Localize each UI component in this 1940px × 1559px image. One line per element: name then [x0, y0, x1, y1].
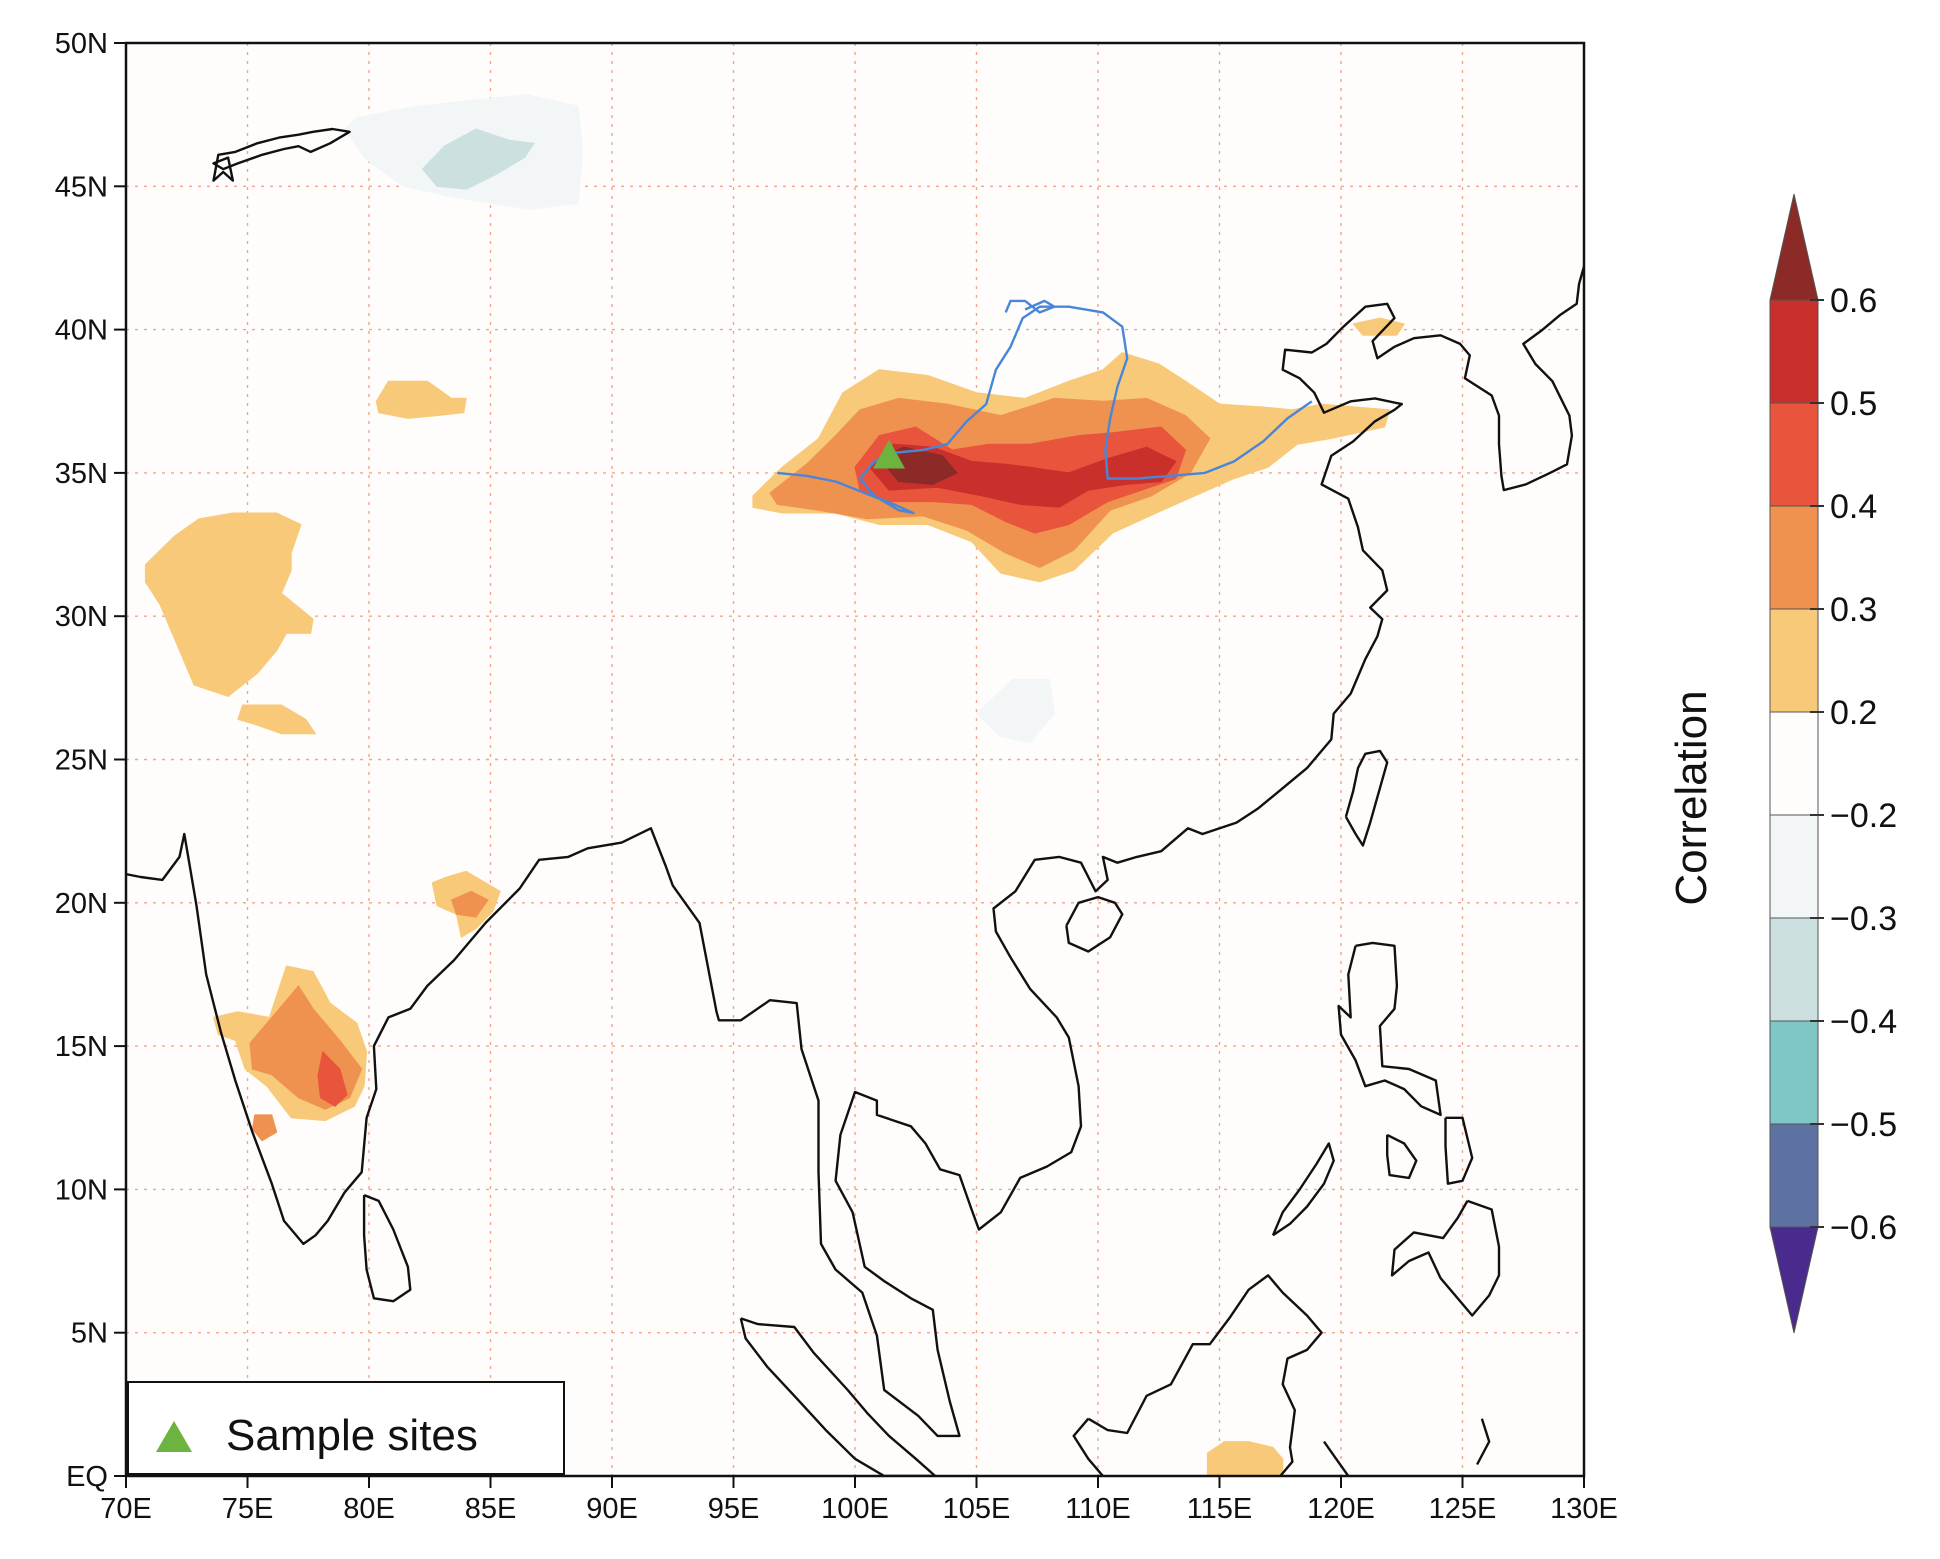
coastline [126, 266, 1584, 1438]
x-tick-label: 90E [586, 1493, 638, 1525]
region-karakoram [375, 380, 467, 419]
region-south-india [317, 1050, 348, 1107]
colorbar-label: −0.6 [1830, 1209, 1897, 1247]
coastline [739, 1317, 937, 1476]
coastline [1385, 1133, 1418, 1180]
coastline [1072, 1417, 1104, 1476]
colorbar-bin [1769, 1123, 1819, 1228]
colorbar-label: −0.4 [1830, 1003, 1897, 1041]
region-orissa [450, 890, 489, 918]
x-tick-label: 100E [821, 1493, 889, 1525]
gridlines [126, 43, 1584, 1476]
colorbar-label: −0.2 [1830, 797, 1897, 835]
colorbar-title: Correlation [1667, 690, 1716, 905]
coastline [1344, 749, 1389, 847]
region-yellow-river-basin [878, 446, 958, 485]
legend-label: Sample sites [226, 1411, 478, 1460]
colorbar-label: −0.3 [1830, 900, 1897, 938]
colorbar-label: 0.6 [1830, 282, 1877, 320]
region-mongolia [421, 128, 536, 190]
y-tick-label: 25N [55, 745, 108, 777]
coastline [1390, 1199, 1501, 1317]
river-line [777, 305, 1313, 515]
y-tick-label: EQ [66, 1461, 108, 1493]
x-tick-label: 130E [1550, 1493, 1618, 1525]
y-tick-label: 30N [55, 601, 108, 633]
axes: 70E 75E 80E 85E 90E 95E 100E 105E 110E 115E 120E 12… [55, 28, 1618, 1525]
x-tick-label: 85E [465, 1493, 517, 1525]
colorbar-bin [1769, 402, 1819, 507]
y-tick-label: 20N [55, 888, 108, 920]
river-line [1004, 299, 1056, 314]
x-tick-label: 120E [1307, 1493, 1375, 1525]
y-tick-label: 35N [55, 458, 108, 490]
region-pakistan [237, 704, 317, 735]
colorbar-bin [1769, 608, 1819, 713]
sample-site-triangle-icon [873, 439, 906, 469]
x-tick-label: 125E [1429, 1493, 1497, 1525]
y-tick-label: 50N [55, 28, 108, 60]
colorbar-min-arrow [1769, 1226, 1819, 1334]
colorbar-bin [1769, 711, 1819, 816]
region-south-india [251, 1114, 278, 1142]
region-sichuan [975, 678, 1055, 743]
colorbar-label: 0.4 [1830, 488, 1877, 526]
colorbar-bin [1769, 814, 1819, 919]
colorbar-bin [1769, 505, 1819, 610]
region-borneo [1206, 1441, 1284, 1476]
y-tick-label: 5N [71, 1318, 108, 1350]
x-tick-label: 115E [1187, 1493, 1253, 1525]
coastline [1087, 1274, 1323, 1476]
coastline [1476, 1418, 1491, 1466]
y-tick-label: 10N [55, 1174, 108, 1206]
coastline [362, 1193, 412, 1303]
x-tick-label: 95E [708, 1493, 760, 1525]
x-tick-label: 105E [943, 1493, 1011, 1525]
x-tick-label: 80E [343, 1493, 395, 1525]
colorbar: 0.6 0.5 0.4 0.3 0.2 −0.2 −0.3 −0.4 −0.5 −0.6 [1769, 193, 1897, 1334]
coastline [1337, 941, 1442, 1117]
coastline [1444, 1116, 1474, 1185]
colorbar-label: 0.5 [1830, 385, 1877, 423]
x-tick-label: 70E [100, 1493, 152, 1525]
coastline [212, 127, 351, 182]
legend-triangle-icon [156, 1421, 192, 1452]
x-tick-label: 110E [1065, 1493, 1131, 1525]
coastline [1271, 1142, 1335, 1237]
coastlines [126, 127, 1584, 1476]
y-tick-label: 15N [55, 1031, 108, 1063]
y-tick-label: 45N [55, 171, 108, 203]
colorbar-max-arrow [1769, 193, 1819, 301]
colorbar-label: 0.2 [1830, 694, 1877, 732]
colorbar-label: 0.3 [1830, 591, 1877, 629]
colorbar-bin [1769, 917, 1819, 1022]
yellow-river [777, 299, 1313, 515]
sample-site-markers [873, 439, 906, 469]
x-tick-label: 75E [222, 1493, 274, 1525]
correlation-shading [144, 94, 1406, 1476]
y-tick-label: 40N [55, 315, 108, 347]
coastline [1065, 895, 1124, 953]
colorbar-bin [1769, 299, 1819, 404]
colorbar-bin [1769, 1020, 1819, 1125]
coastline [1323, 1440, 1350, 1476]
region-pakistan [144, 512, 314, 697]
colorbar-label: −0.5 [1830, 1106, 1897, 1144]
legend-box: Sample sites [127, 1381, 565, 1475]
